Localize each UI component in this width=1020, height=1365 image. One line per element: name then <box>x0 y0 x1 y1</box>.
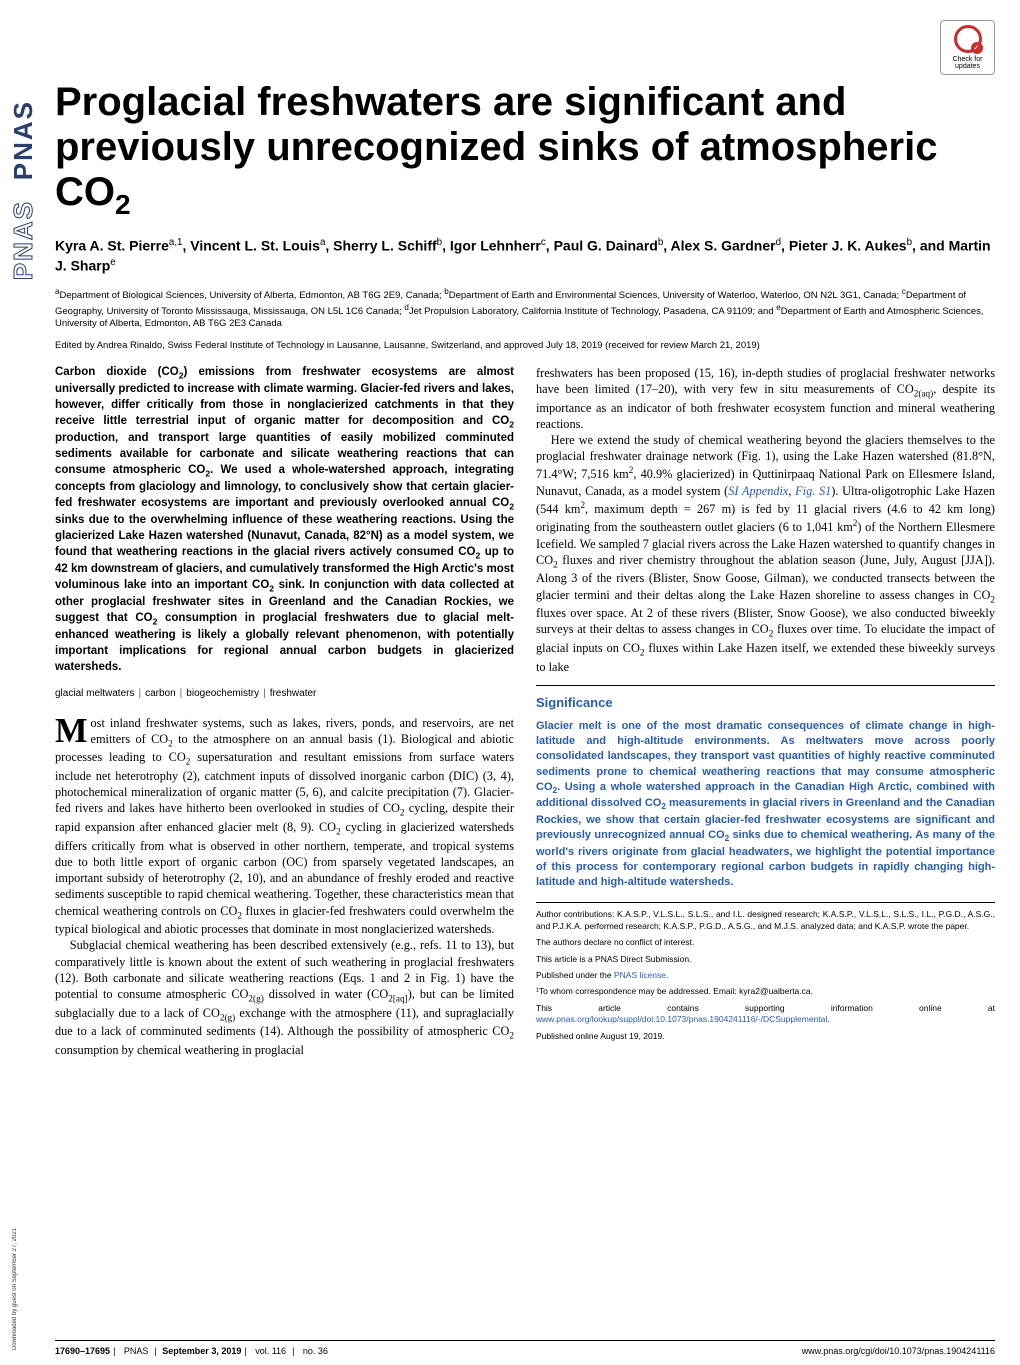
significance-body: Glacier melt is one of the most dramatic… <box>536 719 995 890</box>
license-link[interactable]: PNAS license <box>614 970 666 980</box>
keywords: glacial meltwaters|carbon|biogeochemistr… <box>55 687 514 700</box>
footer-doi: www.pnas.org/cgi/doi/10.1073/pnas.190424… <box>802 1346 995 1356</box>
author-list: Kyra A. St. Pierrea,1, Vincent L. St. Lo… <box>55 236 995 275</box>
abstract: Carbon dioxide (CO2) emissions from fres… <box>55 365 514 676</box>
published-online: Published online August 19, 2019. <box>536 1031 995 1042</box>
article-meta: Author contributions: K.A.S.P., V.L.S.L.… <box>536 902 995 1042</box>
check-updates-label: Check for updates <box>943 56 992 70</box>
body-left: Most inland freshwater systems, such as … <box>55 715 514 1059</box>
body-right: freshwaters has been proposed (15, 16), … <box>536 365 995 675</box>
conflict-statement: The authors declare no conflict of inter… <box>536 937 995 948</box>
correspondence: ¹To whom correspondence may be addressed… <box>536 986 995 997</box>
page-footer: 17690–17695| PNAS| September 3, 2019| vo… <box>55 1340 995 1356</box>
affiliations: aDepartment of Biological Sciences, Univ… <box>55 287 995 330</box>
license-line: Published under the PNAS license. <box>536 970 995 981</box>
check-updates-badge[interactable]: Check for updates <box>940 20 995 75</box>
footer-left: 17690–17695| PNAS| September 3, 2019| vo… <box>55 1346 331 1356</box>
left-column: Carbon dioxide (CO2) emissions from fres… <box>55 365 514 1058</box>
download-note: Downloaded by guest on September 27, 202… <box>12 1228 18 1350</box>
pnas-logo-outline: PNAS <box>8 200 39 280</box>
direct-submission: This article is a PNAS Direct Submission… <box>536 954 995 965</box>
right-column: freshwaters has been proposed (15, 16), … <box>536 365 995 1058</box>
pnas-logo-solid: PNAS <box>8 100 39 180</box>
pnas-sidebar-logo: PNAS PNAS <box>8 100 38 1200</box>
supporting-info: This article contains supporting informa… <box>536 1003 995 1026</box>
edited-by: Edited by Andrea Rinaldo, Swiss Federal … <box>55 340 995 352</box>
significance-box: Significance Glacier melt is one of the … <box>536 685 995 890</box>
crossmark-icon <box>954 25 982 53</box>
si-link[interactable]: www.pnas.org/lookup/suppl/doi:10.1073/pn… <box>536 1014 827 1024</box>
significance-title: Significance <box>536 694 995 711</box>
article-title: Proglacial freshwaters are significant a… <box>55 80 995 220</box>
author-contributions: Author contributions: K.A.S.P., V.L.S.L.… <box>536 909 995 932</box>
